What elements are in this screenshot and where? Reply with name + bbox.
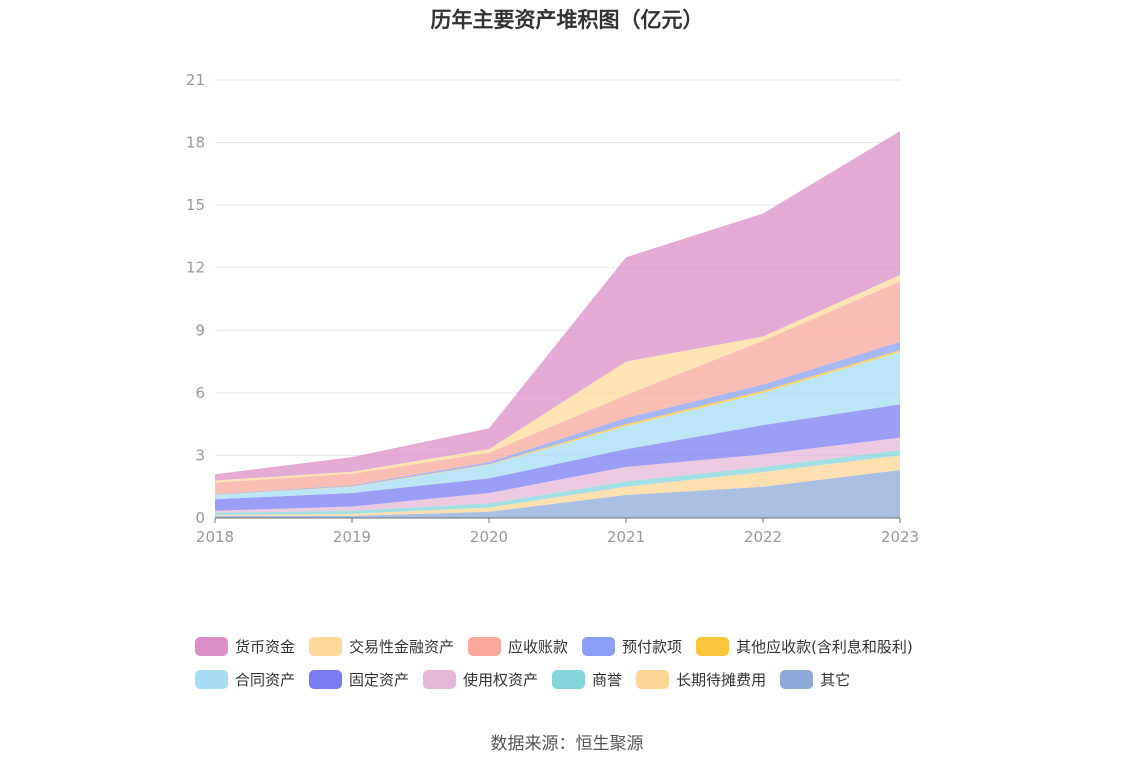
x-tick-label: 2022 [744, 528, 782, 546]
legend-swatch [780, 670, 814, 689]
legend-swatch [195, 637, 228, 656]
legend-swatch [309, 670, 343, 689]
legend-label: 使用权资产 [463, 671, 539, 689]
legend-label: 预付款项 [622, 638, 683, 656]
legend-swatch [423, 670, 457, 689]
y-tick-label: 21 [186, 71, 205, 89]
legend-swatch [195, 670, 228, 689]
legend-label: 交易性金融资产 [349, 638, 455, 656]
y-tick-label: 9 [195, 321, 205, 339]
y-tick-label: 0 [195, 509, 205, 527]
legend-item-交易性金融资产[interactable]: 交易性金融资产 [309, 636, 454, 657]
area-series-固定资产 [215, 404, 900, 511]
y-tick-label: 6 [195, 384, 205, 402]
legend-row-2: 合同资产 固定资产 使用权资产 商誉 长期待摊费用 其它 [195, 663, 995, 696]
x-tick-label: 2020 [470, 528, 508, 546]
legend-swatch [582, 637, 616, 656]
stacked-area-chart: 0 3 6 9 12 15 18 21 2018 2019 2020 2021 2022 2023 [186, 71, 919, 546]
y-tick-label: 3 [195, 446, 205, 464]
y-tick-label: 12 [186, 259, 205, 277]
x-tick-label: 2023 [881, 528, 919, 546]
area-series-货币资金 [215, 131, 900, 481]
legend-label: 其他应收款(含利息和股利) [736, 638, 913, 656]
legend-label: 其它 [820, 671, 851, 689]
legend-item-固定资产[interactable]: 固定资产 [309, 669, 409, 690]
legend-swatch [696, 637, 730, 656]
data-source-note: 数据来源：恒生聚源 [490, 734, 644, 754]
legend-item-合同资产[interactable]: 合同资产 [195, 669, 295, 690]
legend-label: 货币资金 [235, 638, 296, 656]
legend-label: 商誉 [592, 671, 623, 689]
legend-swatch [636, 670, 670, 689]
x-tick-label: 2021 [607, 528, 645, 546]
legend: 货币资金 交易性金融资产 应收账款 预付款项 其他应收款(含利息和股利) 合同资产 固定资… [195, 630, 995, 696]
legend-item-其他应收款含利息和股利[interactable]: 其他应收款(含利息和股利) [696, 636, 913, 657]
legend-label: 合同资产 [235, 671, 296, 689]
x-tick-label: 2019 [333, 528, 371, 546]
legend-row-1: 货币资金 交易性金融资产 应收账款 预付款项 其他应收款(含利息和股利) [195, 630, 995, 663]
legend-swatch [552, 670, 586, 689]
area-layer [215, 131, 900, 518]
legend-label: 固定资产 [349, 671, 410, 689]
legend-item-货币资金[interactable]: 货币资金 [195, 636, 295, 657]
legend-item-长期待摊费用[interactable]: 长期待摊费用 [636, 669, 766, 690]
legend-label: 应收账款 [508, 638, 569, 656]
y-tick-label: 18 [186, 134, 205, 152]
legend-item-使用权资产[interactable]: 使用权资产 [423, 669, 538, 690]
legend-item-应收账款[interactable]: 应收账款 [468, 636, 568, 657]
legend-item-预付款项[interactable]: 预付款项 [582, 636, 682, 657]
area-series-长期待摊费用 [215, 455, 900, 516]
legend-item-商誉[interactable]: 商誉 [552, 669, 622, 690]
x-tick-label: 2018 [196, 528, 234, 546]
legend-swatch [309, 637, 343, 656]
legend-swatch [468, 637, 502, 656]
legend-label: 长期待摊费用 [676, 671, 767, 689]
chart-title: 历年主要资产堆积图（亿元） [430, 8, 704, 32]
y-tick-label: 15 [186, 196, 205, 214]
area-series-其它 [215, 470, 900, 518]
axis-layer: 0 3 6 9 12 15 18 21 2018 2019 2020 2021 2022 2023 [186, 71, 919, 546]
legend-item-其它[interactable]: 其它 [780, 669, 850, 690]
